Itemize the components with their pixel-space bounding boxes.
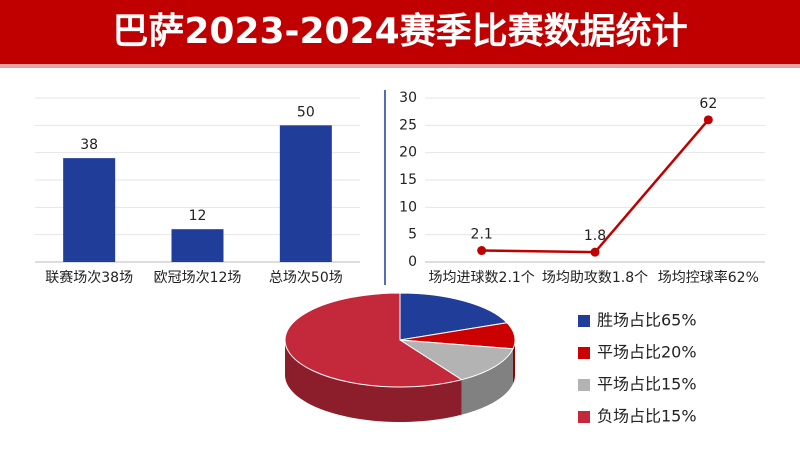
slide-title: 巴萨2023-2024赛季比赛数据统计 [112, 11, 687, 52]
legend-swatch [578, 347, 590, 359]
y-tick-label: 20 [399, 145, 417, 161]
legend-label: 负场占比15% [597, 407, 697, 426]
y-tick-label: 30 [399, 90, 417, 106]
value-label: 50 [297, 104, 315, 120]
legend-swatch [578, 411, 590, 423]
value-label: 12 [189, 208, 207, 224]
slice [399, 339, 514, 381]
title-underline [0, 64, 800, 68]
bar [279, 125, 332, 262]
value-label: 38 [80, 137, 98, 153]
slice-side [285, 340, 462, 422]
legend-label: 胜场占比65% [597, 311, 697, 330]
x-tick-label: 场均助攻数1.8个 [542, 270, 648, 286]
point [477, 246, 487, 256]
bar [63, 158, 116, 262]
legend-label: 平场占比15% [597, 375, 697, 394]
y-tick-label: 5 [408, 227, 417, 243]
value-label: 62 [699, 96, 717, 112]
x-tick-label: 场均进球数2.1个 [429, 270, 535, 286]
slice-side [512, 340, 515, 384]
legend-swatch [578, 379, 590, 391]
x-tick-label: 总场次50场 [269, 270, 343, 286]
x-tick-label: 联赛场次38场 [45, 270, 133, 286]
bar [171, 229, 224, 262]
y-tick-label: 10 [399, 199, 417, 215]
slice-side [461, 348, 513, 415]
slice [284, 292, 463, 388]
point [590, 247, 600, 257]
x-tick-label: 欧冠场次12场 [154, 270, 242, 286]
point [703, 115, 713, 125]
x-tick-label: 场均控球率62% [658, 269, 759, 286]
legend-swatch [578, 315, 590, 327]
y-tick-label: 0 [408, 254, 417, 270]
value-label: 1.8 [584, 228, 606, 244]
y-tick-label: 15 [399, 172, 417, 188]
value-label: 2.1 [471, 227, 493, 243]
legend-label: 平场占比20% [597, 343, 697, 362]
y-tick-label: 25 [399, 117, 417, 133]
slice [399, 292, 508, 341]
title-bar [0, 0, 800, 64]
